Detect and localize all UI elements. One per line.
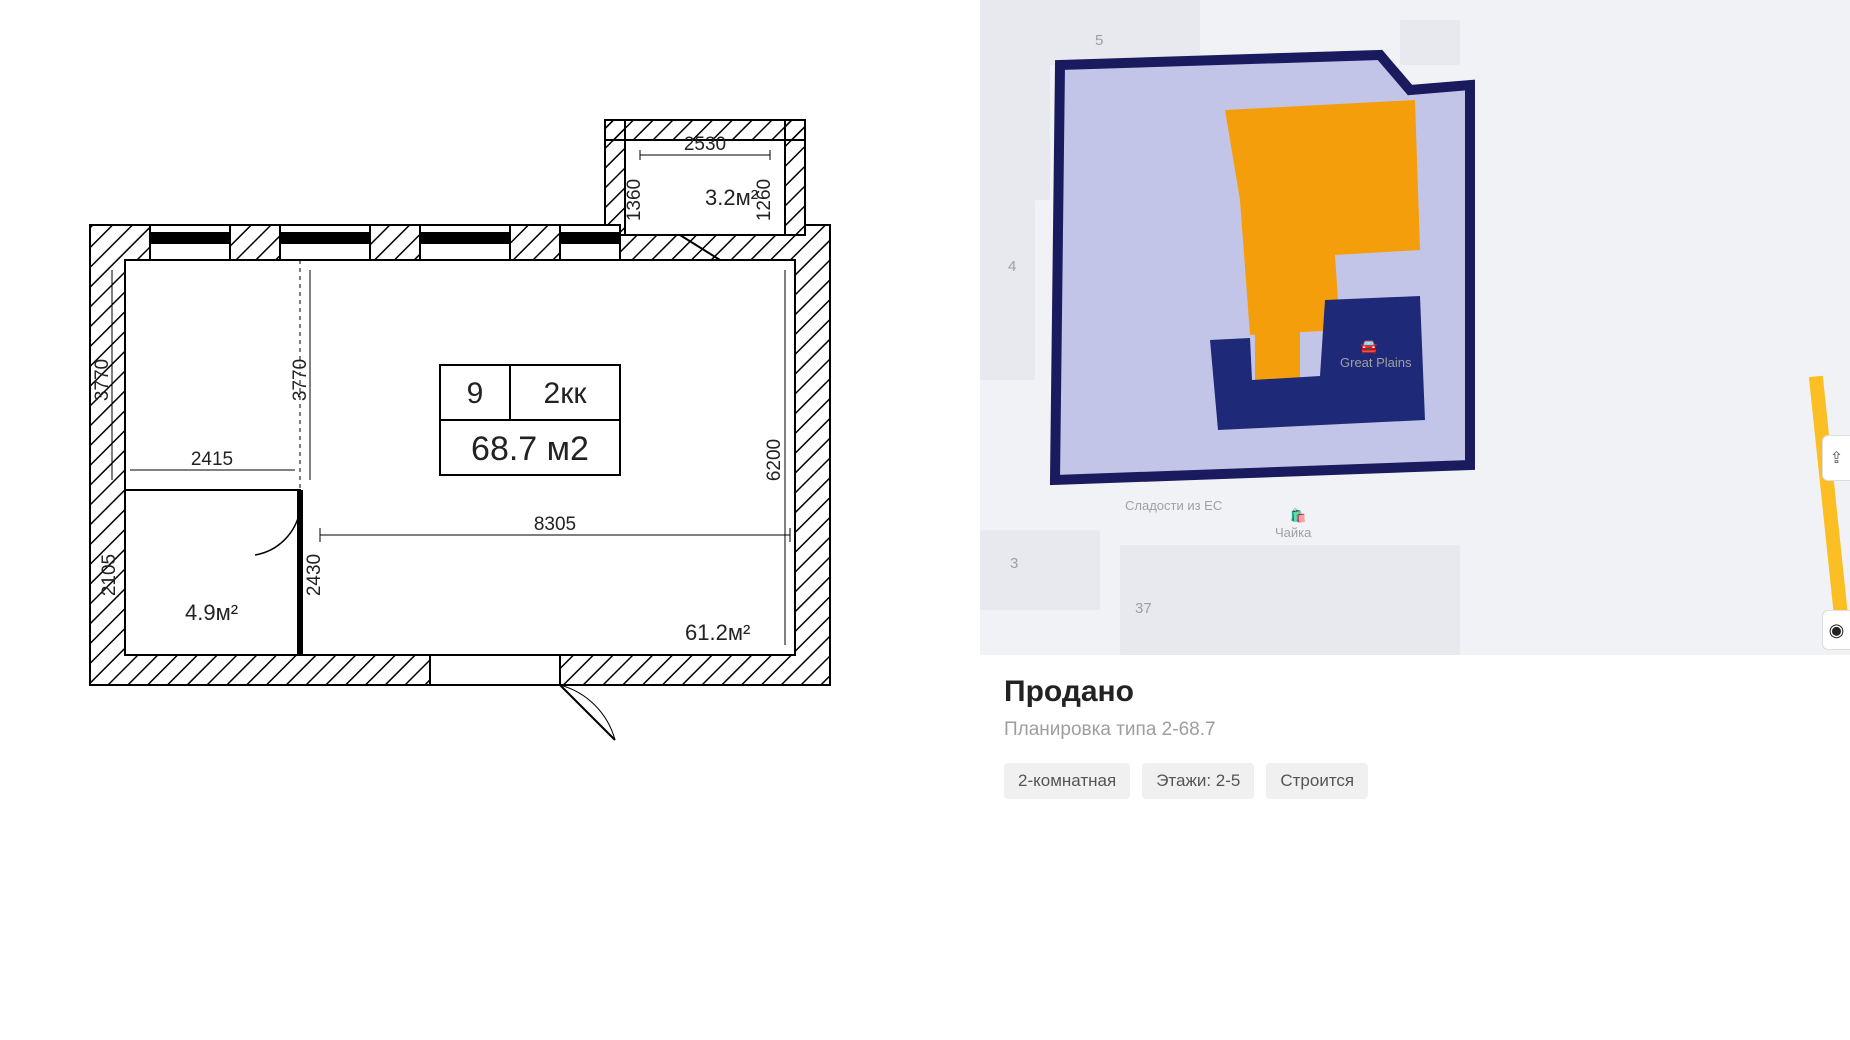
dim-bath-h: 2105 xyxy=(99,554,120,596)
dim-balcony-depth-l: 1360 xyxy=(624,179,645,221)
bag-icon: 🛍️ xyxy=(1290,508,1306,524)
dim-inner-h: 3770 xyxy=(290,359,311,401)
dim-balcony-depth-r: 1260 xyxy=(754,179,775,221)
unit-number: 9 xyxy=(467,377,484,410)
balcony-area: 3.2м² xyxy=(705,185,758,210)
tag-rooms: 2-комнатная xyxy=(1004,763,1130,799)
dim-bathwall: 2430 xyxy=(304,554,325,596)
map-num-4: 4 xyxy=(1008,258,1016,275)
sidebar-panel: 5 4 3 37 Great Plains Сладости из ЕС Чай… xyxy=(980,0,1850,1040)
dim-main-h: 6200 xyxy=(764,439,785,481)
site-map[interactable]: 5 4 3 37 Great Plains Сладости из ЕС Чай… xyxy=(980,0,1850,655)
target-icon: ◉ xyxy=(1829,620,1845,641)
map-num-5: 5 xyxy=(1095,32,1103,49)
map-poi-1: Great Plains xyxy=(1340,355,1412,370)
map-num-3: 3 xyxy=(1010,555,1018,572)
map-poi-3: Чайка xyxy=(1275,525,1311,540)
dim-main-w: 8305 xyxy=(534,514,576,535)
building-orange-2 xyxy=(1255,325,1300,380)
floorplan-svg: 9 2кк 68.7 м2 3.2м² 4.9м² 61.2м² 2530 13… xyxy=(0,0,980,800)
car-icon: 🚘 xyxy=(1360,338,1377,355)
dim-balcony-width: 2530 xyxy=(684,134,726,155)
map-num-37: 37 xyxy=(1135,600,1152,617)
dim-bath-w: 2415 xyxy=(191,449,233,470)
lot-svg xyxy=(980,0,1850,655)
tag-status: Строится xyxy=(1266,763,1368,799)
floorplan-panel: 9 2кк 68.7 м2 3.2м² 4.9м² 61.2м² 2530 13… xyxy=(0,0,980,1040)
unit-info-box: 9 2кк 68.7 м2 xyxy=(440,365,620,475)
dim-left-h: 3770 xyxy=(92,359,113,401)
tag-row: 2-комнатная Этажи: 2-5 Строится xyxy=(1004,763,1826,799)
bathroom-area: 4.9м² xyxy=(185,600,238,625)
unit-type: 2кк xyxy=(544,377,588,410)
layout-type: Планировка типа 2-68.7 xyxy=(1004,719,1826,741)
tag-floors: Этажи: 2-5 xyxy=(1142,763,1254,799)
share-icon: ⇪ xyxy=(1830,448,1843,468)
map-locate-button[interactable]: ◉ xyxy=(1822,610,1850,650)
map-poi-2: Сладости из ЕС xyxy=(1125,498,1222,513)
listing-info: Продано Планировка типа 2-68.7 2-комнатн… xyxy=(980,655,1850,819)
main-area: 61.2м² xyxy=(685,620,750,645)
total-area: 68.7 м2 xyxy=(471,430,589,468)
status-title: Продано xyxy=(1004,675,1826,709)
map-share-button[interactable]: ⇪ xyxy=(1822,435,1850,481)
